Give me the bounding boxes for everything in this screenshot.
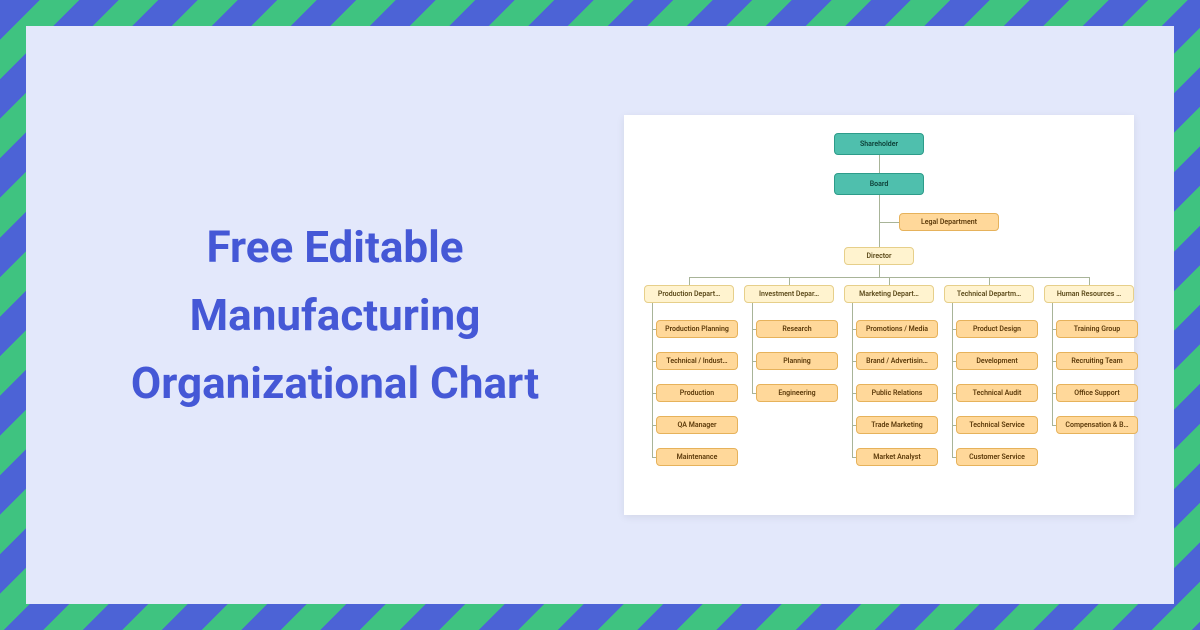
connector-line — [989, 277, 990, 285]
connector-line — [1089, 277, 1090, 285]
connector-line — [889, 277, 890, 285]
child-mkt-0: Promotions / Media — [856, 320, 938, 338]
dept-hr: Human Resources … — [1044, 285, 1134, 303]
connector-line — [879, 155, 880, 250]
child-prod-4: Maintenance — [656, 448, 738, 466]
connector-line — [689, 277, 690, 285]
child-hr-2: Office Support — [1056, 384, 1138, 402]
connector-line — [1052, 303, 1053, 425]
connector-line — [752, 303, 753, 393]
striped-border-frame: Free Editable Manufacturing Organization… — [0, 0, 1200, 630]
child-mkt-2: Public Relations — [856, 384, 938, 402]
child-prod-1: Technical / Indust… — [656, 352, 738, 370]
child-prod-3: QA Manager — [656, 416, 738, 434]
connector-line — [852, 303, 853, 457]
child-inv-2: Engineering — [756, 384, 838, 402]
child-hr-1: Recruiting Team — [1056, 352, 1138, 370]
dept-inv: Investment Depar… — [744, 285, 834, 303]
child-inv-0: Research — [756, 320, 838, 338]
child-tech-0: Product Design — [956, 320, 1038, 338]
dept-prod: Production Depart… — [644, 285, 734, 303]
main-title: Free Editable Manufacturing Organization… — [66, 213, 604, 418]
child-tech-1: Development — [956, 352, 1038, 370]
dept-tech: Technical Departm… — [944, 285, 1034, 303]
connector-line — [952, 303, 953, 457]
dept-mkt: Marketing Depart… — [844, 285, 934, 303]
node-board: Board — [834, 173, 924, 195]
node-legal: Legal Department — [899, 213, 999, 231]
child-tech-3: Technical Service — [956, 416, 1038, 434]
child-hr-3: Compensation & B… — [1056, 416, 1138, 434]
org-chart-card: Shareholder Board Legal Department Director… — [624, 115, 1134, 515]
connector-line — [789, 277, 790, 285]
node-shareholder: Shareholder — [834, 133, 924, 155]
connector-line — [879, 265, 880, 277]
child-mkt-4: Market Analyst — [856, 448, 938, 466]
child-mkt-1: Brand / Advertisin… — [856, 352, 938, 370]
child-inv-1: Planning — [756, 352, 838, 370]
child-hr-0: Training Group — [1056, 320, 1138, 338]
connector-line — [652, 303, 653, 457]
child-mkt-3: Trade Marketing — [856, 416, 938, 434]
inner-panel: Free Editable Manufacturing Organization… — [26, 26, 1174, 604]
node-director: Director — [844, 247, 914, 265]
child-tech-2: Technical Audit — [956, 384, 1038, 402]
connector-line — [879, 222, 899, 223]
child-prod-2: Production — [656, 384, 738, 402]
title-block: Free Editable Manufacturing Organization… — [66, 213, 624, 418]
child-prod-0: Production Planning — [656, 320, 738, 338]
child-tech-4: Customer Service — [956, 448, 1038, 466]
